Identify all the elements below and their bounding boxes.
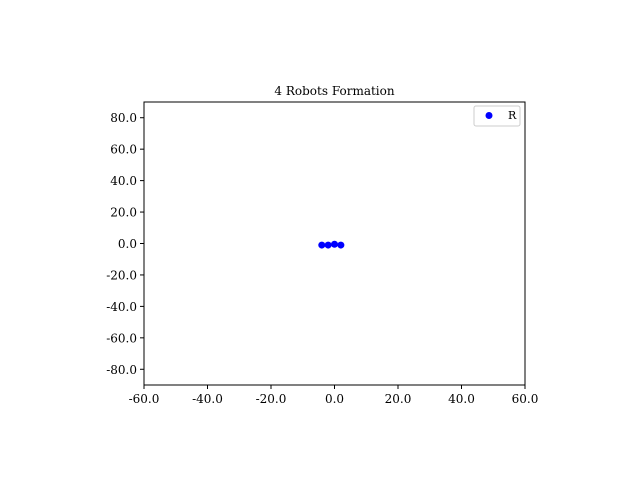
y-tick-label: 0.0 [118,237,137,251]
scatter-series-r [318,240,345,249]
x-tick-label: 20.0 [385,392,412,406]
legend: R [473,105,521,127]
x-tick-label: 0.0 [325,392,344,406]
x-tick-label: 60.0 [512,392,539,406]
x-tick-label: 40.0 [448,392,475,406]
data-point-r [318,241,326,249]
y-tick-label: -40.0 [106,300,137,314]
x-tick-label: -60.0 [129,392,160,406]
y-tick-label: -20.0 [106,268,137,282]
legend-label-r: R [508,109,517,122]
x-axis: -60.0 -40.0 -20.0 0.0 20.0 40.0 60.0 [129,385,539,406]
chart-title: 4 Robots Formation [274,84,394,98]
y-tick-label: -60.0 [106,331,137,345]
data-point-r [324,241,332,249]
legend-marker-r [485,112,493,119]
y-tick-label: 20.0 [110,206,137,220]
y-tick-label: 40.0 [110,174,137,188]
y-tick-label: 60.0 [110,143,137,157]
y-axis: -80.0 -60.0 -40.0 -20.0 0.0 20.0 40.0 60.0 80.0 [106,111,144,377]
y-tick-label: -80.0 [106,363,137,377]
x-tick-label: -20.0 [256,392,287,406]
y-tick-label: 80.0 [110,111,137,125]
legend-box [473,105,521,127]
data-point-r [331,240,338,248]
x-tick-label: -40.0 [192,392,223,406]
data-point-r [337,241,345,249]
